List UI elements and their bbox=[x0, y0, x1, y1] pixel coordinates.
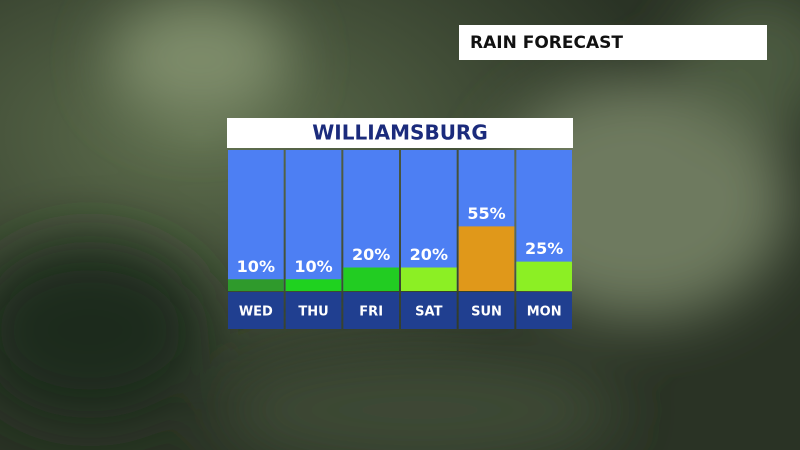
value-label: 55% bbox=[467, 204, 505, 223]
day-box bbox=[401, 292, 457, 329]
day-box bbox=[285, 292, 342, 329]
title-box bbox=[227, 118, 573, 148]
bar bbox=[228, 279, 284, 291]
x-tick-label: SAT bbox=[415, 305, 442, 320]
header-box bbox=[459, 25, 767, 60]
bar bbox=[285, 279, 342, 291]
bar bbox=[343, 267, 399, 291]
column-bg bbox=[285, 150, 342, 291]
value-label: 20% bbox=[410, 245, 448, 264]
header: RAIN FORECAST bbox=[470, 33, 623, 53]
bar bbox=[401, 267, 457, 291]
day-box bbox=[458, 292, 515, 329]
x-tick-label: SUN bbox=[471, 305, 502, 320]
bar bbox=[458, 226, 515, 291]
x-tick-label: MON bbox=[527, 305, 562, 320]
x-tick-label: WED bbox=[239, 305, 273, 320]
value-label: 20% bbox=[352, 245, 390, 264]
day-box bbox=[343, 292, 399, 329]
column-bg bbox=[228, 150, 284, 291]
bar bbox=[516, 261, 572, 291]
chart-title: WILLIAMSBURG bbox=[312, 121, 488, 145]
x-tick-label: THU bbox=[298, 305, 328, 320]
value-label: 10% bbox=[294, 257, 332, 276]
value-label: 10% bbox=[237, 257, 275, 276]
x-tick-label: FRI bbox=[359, 305, 383, 320]
value-label: 25% bbox=[525, 239, 563, 258]
columns: 10% WED 10% THU 20% FRI 20% SAT 55% SUN 25% MON bbox=[228, 150, 572, 329]
day-box bbox=[516, 292, 572, 329]
day-box bbox=[228, 292, 284, 329]
